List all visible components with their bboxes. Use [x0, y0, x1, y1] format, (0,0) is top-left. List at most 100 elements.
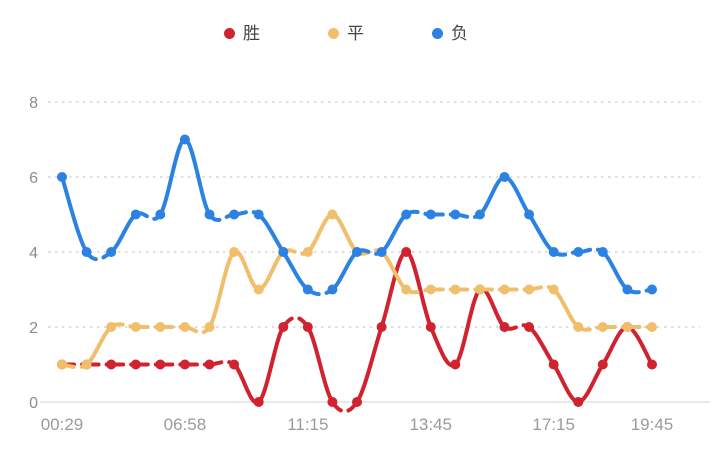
- draw-data-point[interactable]: [327, 209, 338, 220]
- lose-data-point[interactable]: [204, 209, 215, 220]
- series-draw-segment: [84, 325, 114, 367]
- win-data-point[interactable]: [229, 359, 240, 370]
- series-lose-segment: [256, 212, 286, 254]
- win-data-point[interactable]: [450, 359, 461, 370]
- win-data-point[interactable]: [278, 322, 289, 332]
- draw-data-point[interactable]: [106, 322, 117, 332]
- lose-data-point[interactable]: [450, 209, 461, 220]
- win-data-point[interactable]: [499, 322, 510, 332]
- win-data-point[interactable]: [106, 359, 117, 370]
- lose-data-point[interactable]: [524, 209, 535, 220]
- series-lose-segment: [477, 175, 507, 217]
- series-draw-segment: [551, 287, 581, 329]
- lose-data-point[interactable]: [278, 247, 289, 257]
- lose-data-point[interactable]: [401, 209, 412, 220]
- draw-data-point[interactable]: [229, 247, 240, 257]
- draw-data-point[interactable]: [155, 322, 166, 332]
- draw-data-point[interactable]: [57, 359, 67, 370]
- lose-data-point[interactable]: [425, 209, 436, 220]
- win-data-point[interactable]: [524, 322, 535, 332]
- series-draw-segment: [232, 249, 261, 292]
- x-axis-tick-label: 13:45: [409, 415, 452, 434]
- lose-data-point[interactable]: [179, 134, 190, 145]
- legend-item-lose[interactable]: 负: [432, 25, 468, 42]
- series-lose-segment: [60, 175, 89, 254]
- win-data-point[interactable]: [647, 359, 657, 370]
- lose-data-point[interactable]: [647, 284, 657, 295]
- lose-data-point[interactable]: [229, 209, 240, 220]
- win-data-point[interactable]: [130, 359, 141, 370]
- x-axis-labels: 00:29 06:58 11:15 13:45 17:15 19:45: [41, 415, 674, 434]
- draw-data-point[interactable]: [81, 359, 92, 370]
- win-data-point[interactable]: [376, 322, 387, 332]
- draw-data-point[interactable]: [204, 322, 215, 332]
- draw-data-point[interactable]: [425, 284, 436, 295]
- lose-data-point[interactable]: [597, 247, 608, 257]
- win-data-point[interactable]: [253, 397, 264, 407]
- series-lose-segment: [330, 250, 359, 292]
- series-win-line: [60, 250, 654, 414]
- x-axis-tick-label: 00:29: [41, 415, 84, 434]
- lose-data-point[interactable]: [106, 247, 117, 257]
- draw-data-point[interactable]: [597, 322, 608, 332]
- y-axis-tick-label: 6: [29, 170, 38, 187]
- lose-data-point[interactable]: [155, 209, 166, 220]
- series-lose-line: [60, 137, 654, 297]
- draw-data-point[interactable]: [302, 247, 313, 257]
- grid: [40, 101, 710, 403]
- win-data-point[interactable]: [548, 359, 559, 370]
- win-data-point[interactable]: [401, 247, 412, 257]
- draw-data-point[interactable]: [548, 284, 559, 295]
- draw-data-point[interactable]: [524, 284, 535, 295]
- y-axis-tick-label: 2: [29, 320, 38, 337]
- x-axis-tick-label: 11:15: [287, 415, 328, 434]
- lose-data-point[interactable]: [376, 247, 387, 257]
- draw-data-point[interactable]: [499, 284, 510, 295]
- win-data-point[interactable]: [155, 359, 166, 370]
- win-data-point[interactable]: [352, 397, 362, 407]
- lose-data-point[interactable]: [474, 209, 485, 220]
- draw-data-point[interactable]: [253, 284, 264, 295]
- legend-label-draw: 平: [347, 24, 364, 43]
- draw-data-point[interactable]: [474, 284, 485, 295]
- draw-data-point[interactable]: [401, 284, 412, 295]
- win-data-point[interactable]: [597, 359, 608, 370]
- win-data-point[interactable]: [327, 397, 338, 407]
- win-data-point[interactable]: [425, 322, 436, 332]
- lose-data-point[interactable]: [302, 284, 313, 295]
- lose-data-point[interactable]: [57, 172, 67, 182]
- draw-data-point[interactable]: [130, 322, 141, 332]
- series-win-segment: [428, 325, 458, 368]
- series-draw-line: [60, 212, 654, 370]
- series-win-segment: [551, 362, 581, 404]
- legend-item-win[interactable]: 胜: [224, 25, 260, 42]
- lose-data-point[interactable]: [352, 247, 362, 257]
- y-axis-tick-label: 8: [29, 95, 38, 112]
- win-data-point[interactable]: [179, 359, 190, 370]
- draw-data-point[interactable]: [573, 322, 584, 332]
- legend-label-win: 胜: [243, 24, 260, 43]
- legend-item-draw[interactable]: 平: [328, 25, 364, 42]
- series-win-points: [57, 247, 657, 407]
- lose-legend-dot-icon: [432, 28, 443, 39]
- win-data-point[interactable]: [302, 322, 313, 332]
- lose-data-point[interactable]: [81, 247, 92, 257]
- lose-data-point[interactable]: [253, 209, 264, 220]
- series-win-segment: [625, 325, 654, 367]
- win-data-point[interactable]: [204, 359, 215, 370]
- draw-data-point[interactable]: [179, 322, 190, 332]
- draw-data-point[interactable]: [647, 322, 657, 332]
- lose-data-point[interactable]: [548, 247, 559, 257]
- lose-data-point[interactable]: [622, 284, 633, 295]
- series-win-segment: [256, 325, 286, 404]
- draw-data-point[interactable]: [622, 322, 633, 332]
- series-win-segment: [355, 325, 384, 404]
- lose-data-point[interactable]: [573, 247, 584, 257]
- lose-data-point[interactable]: [499, 172, 510, 182]
- series-draw-segment: [305, 212, 335, 254]
- win-data-point[interactable]: [573, 397, 584, 407]
- draw-data-point[interactable]: [450, 284, 461, 295]
- lose-data-point[interactable]: [327, 284, 338, 295]
- lose-data-point[interactable]: [130, 209, 141, 220]
